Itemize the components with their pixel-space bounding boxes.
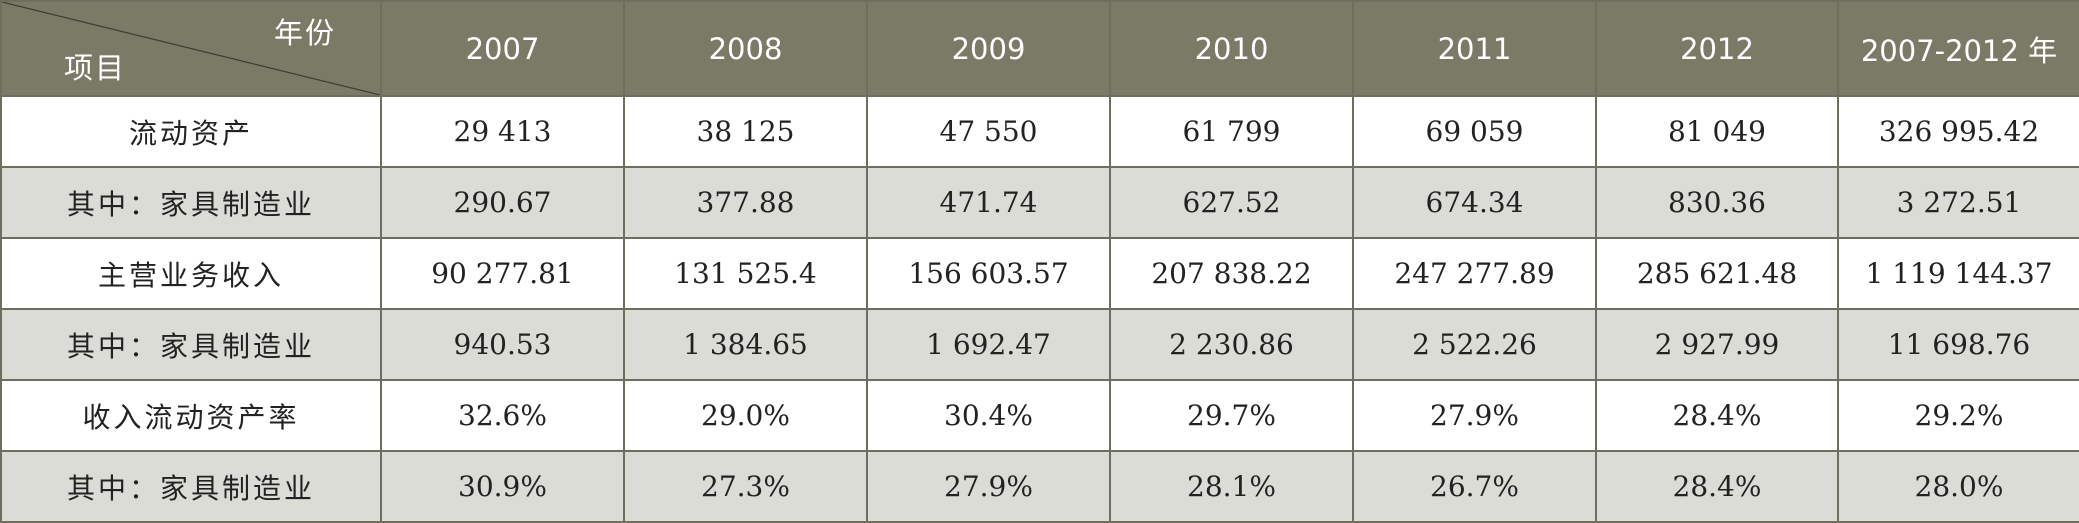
table-cell: 627.52 bbox=[1109, 166, 1354, 239]
table-row: 主营业务收入 90 277.81 131 525.4 156 603.57 20… bbox=[0, 237, 2079, 310]
column-header: 2012 bbox=[1595, 0, 1839, 97]
table-row: 收入流动资产率 32.6% 29.0% 30.4% 29.7% 27.9% 28… bbox=[0, 379, 2079, 452]
table-cell: 247 277.89 bbox=[1352, 237, 1597, 310]
table-cell: 674.34 bbox=[1352, 166, 1597, 239]
table-row: 流动资产 29 413 38 125 47 550 61 799 69 059 … bbox=[0, 95, 2079, 168]
column-header: 2007-2012 年 bbox=[1837, 0, 2079, 97]
table-cell: 290.67 bbox=[380, 166, 625, 239]
table-cell: 30.9% bbox=[380, 450, 625, 523]
table-row: 其中：家具制造业 30.9% 27.3% 27.9% 28.1% 26.7% 2… bbox=[0, 450, 2079, 523]
table-cell: 326 995.42 bbox=[1837, 95, 2079, 168]
table-cell: 1 692.47 bbox=[866, 308, 1111, 381]
table-cell: 2 230.86 bbox=[1109, 308, 1354, 381]
table-cell: 61 799 bbox=[1109, 95, 1354, 168]
diagonal-divider bbox=[2, 2, 380, 95]
table-cell: 27.9% bbox=[1352, 379, 1597, 452]
corner-label-item: 项目 bbox=[64, 51, 127, 85]
row-label: 其中：家具制造业 bbox=[0, 308, 382, 381]
table-cell: 377.88 bbox=[623, 166, 868, 239]
corner-header-cell: 年份 项目 bbox=[0, 0, 382, 97]
table-cell: 28.1% bbox=[1109, 450, 1354, 523]
table-cell: 285 621.48 bbox=[1595, 237, 1839, 310]
row-label: 其中：家具制造业 bbox=[0, 450, 382, 523]
table-cell: 29 413 bbox=[380, 95, 625, 168]
table-cell: 11 698.76 bbox=[1837, 308, 2079, 381]
column-header: 2008 bbox=[623, 0, 868, 97]
row-label: 主营业务收入 bbox=[0, 237, 382, 310]
table-cell: 81 049 bbox=[1595, 95, 1839, 168]
column-header: 2010 bbox=[1109, 0, 1354, 97]
table-cell: 29.7% bbox=[1109, 379, 1354, 452]
table-cell: 28.0% bbox=[1837, 450, 2079, 523]
table-cell: 28.4% bbox=[1595, 450, 1839, 523]
table-cell: 940.53 bbox=[380, 308, 625, 381]
table-cell: 69 059 bbox=[1352, 95, 1597, 168]
table-cell: 131 525.4 bbox=[623, 237, 868, 310]
table-cell: 30.4% bbox=[866, 379, 1111, 452]
table-cell: 28.4% bbox=[1595, 379, 1839, 452]
table-cell: 38 125 bbox=[623, 95, 868, 168]
column-header: 2009 bbox=[866, 0, 1111, 97]
table-cell: 26.7% bbox=[1352, 450, 1597, 523]
table-cell: 47 550 bbox=[866, 95, 1111, 168]
table-cell: 830.36 bbox=[1595, 166, 1839, 239]
table-cell: 207 838.22 bbox=[1109, 237, 1354, 310]
row-label: 其中：家具制造业 bbox=[0, 166, 382, 239]
table-cell: 27.9% bbox=[866, 450, 1111, 523]
table-cell: 90 277.81 bbox=[380, 237, 625, 310]
column-header: 2011 bbox=[1352, 0, 1597, 97]
table-cell: 32.6% bbox=[380, 379, 625, 452]
row-label: 收入流动资产率 bbox=[0, 379, 382, 452]
header-row: 年份 项目 2007 2008 2009 2010 2011 2012 2007… bbox=[0, 0, 2079, 97]
table-cell: 1 384.65 bbox=[623, 308, 868, 381]
table-cell: 471.74 bbox=[866, 166, 1111, 239]
table-row: 其中：家具制造业 940.53 1 384.65 1 692.47 2 230.… bbox=[0, 308, 2079, 381]
table-cell: 2 522.26 bbox=[1352, 308, 1597, 381]
table-cell: 29.0% bbox=[623, 379, 868, 452]
column-header: 2007 bbox=[380, 0, 625, 97]
table-cell: 156 603.57 bbox=[866, 237, 1111, 310]
table-cell: 29.2% bbox=[1837, 379, 2079, 452]
table-row: 其中：家具制造业 290.67 377.88 471.74 627.52 674… bbox=[0, 166, 2079, 239]
corner-label-year: 年份 bbox=[273, 16, 336, 50]
table-cell: 27.3% bbox=[623, 450, 868, 523]
table-cell: 3 272.51 bbox=[1837, 166, 2079, 239]
row-label: 流动资产 bbox=[0, 95, 382, 168]
table-cell: 1 119 144.37 bbox=[1837, 237, 2079, 310]
table-cell: 2 927.99 bbox=[1595, 308, 1839, 381]
